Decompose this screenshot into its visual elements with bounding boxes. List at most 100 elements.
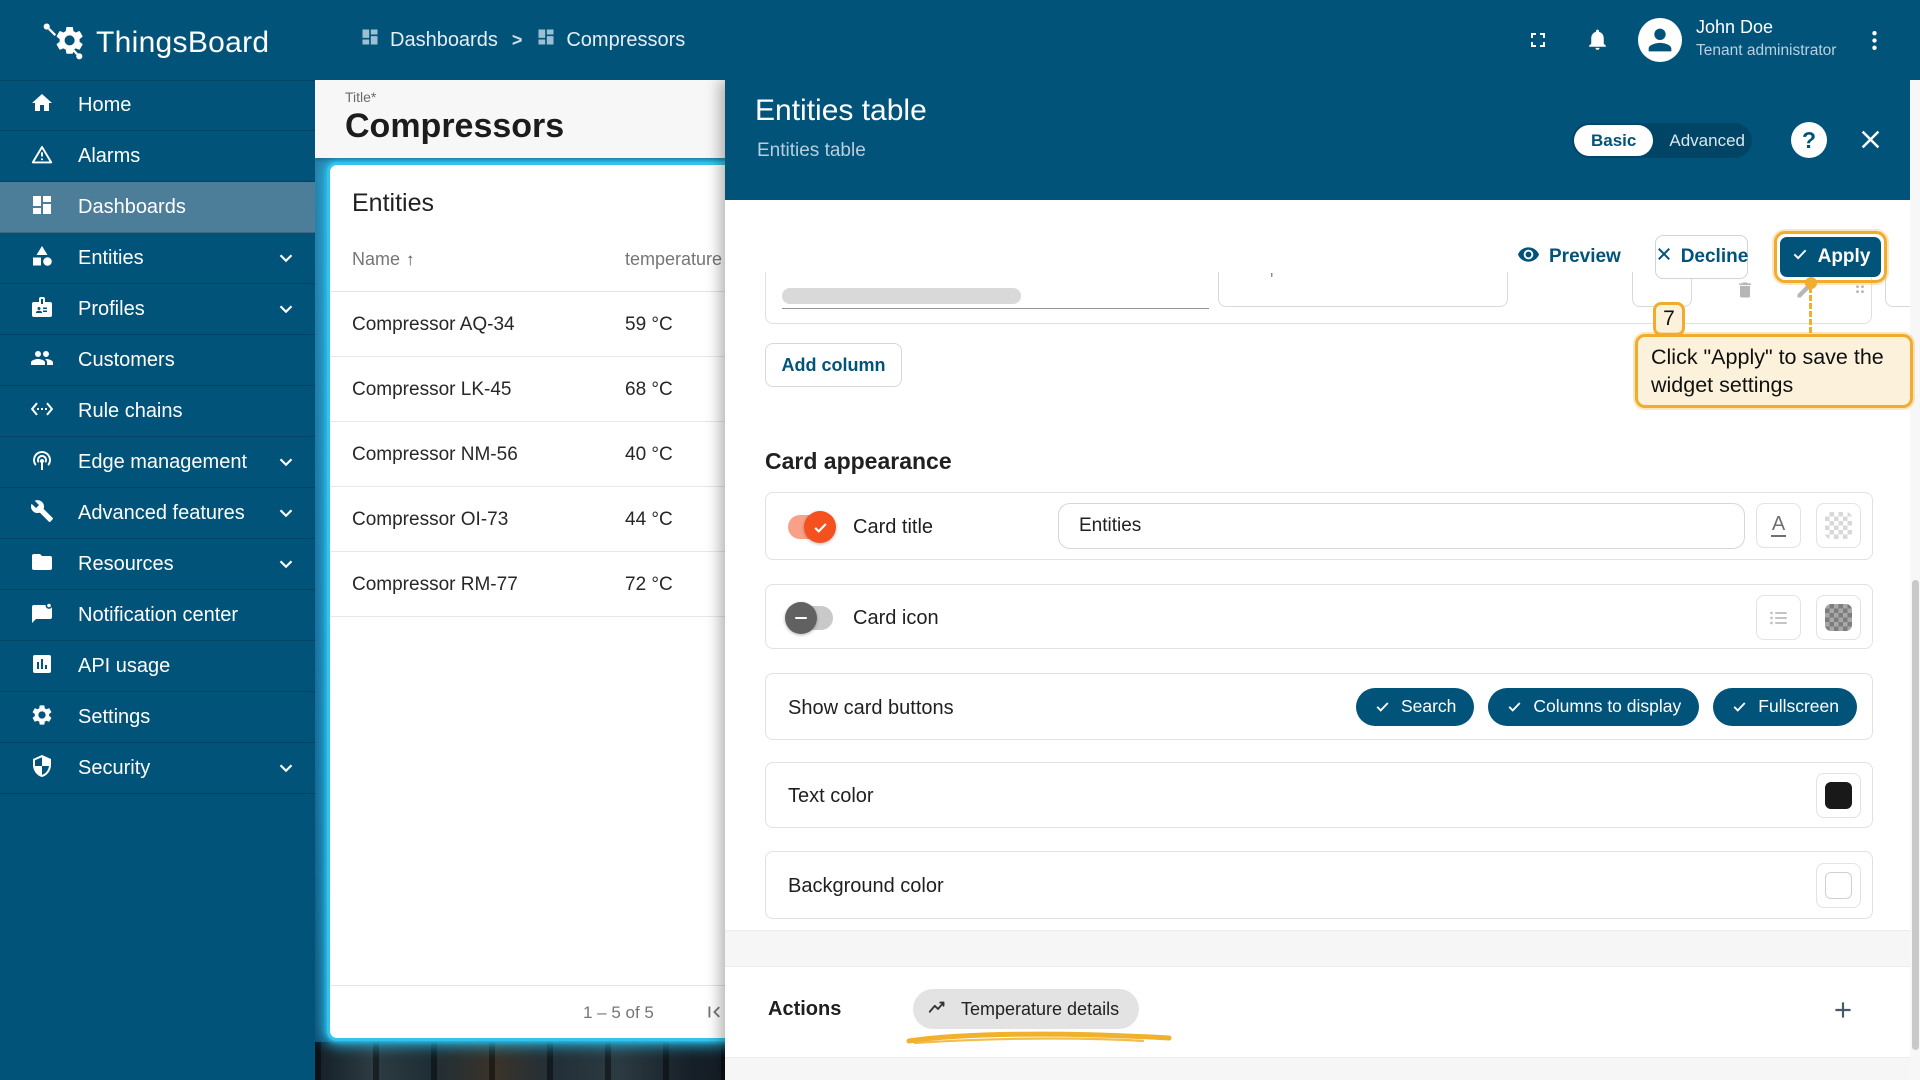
pagination-first-page-icon[interactable] bbox=[703, 1001, 725, 1028]
chip-search[interactable]: Search bbox=[1355, 687, 1475, 726]
card-title-toggle[interactable] bbox=[788, 511, 836, 543]
check-icon bbox=[1508, 702, 1521, 712]
sidebar-item-notification-center[interactable]: Notification center bbox=[0, 590, 315, 641]
column-header-temperature[interactable]: temperature bbox=[625, 249, 723, 269]
column-small-button[interactable] bbox=[1885, 272, 1912, 307]
text-color-swatch-button[interactable] bbox=[1816, 773, 1861, 818]
toggle-advanced[interactable]: Advanced bbox=[1669, 130, 1745, 150]
text-color-label: Text color bbox=[788, 785, 874, 807]
cell-temperature: 59 °C bbox=[625, 314, 673, 335]
chevron-down-icon bbox=[275, 553, 297, 580]
column-drag-pill[interactable] bbox=[782, 288, 1021, 304]
apply-tutorial-highlight: Apply bbox=[1774, 231, 1887, 283]
antenna-icon bbox=[30, 448, 54, 477]
icon-list-button[interactable] bbox=[1756, 595, 1801, 640]
check-icon bbox=[1733, 702, 1746, 712]
decline-button[interactable]: Decline bbox=[1655, 235, 1748, 279]
icon-color-button[interactable] bbox=[1816, 595, 1861, 640]
notifications-bell-icon[interactable] bbox=[1585, 27, 1610, 57]
table-row[interactable]: Compressor OI-73 44 °C bbox=[330, 487, 725, 552]
sidebar-item-security[interactable]: Security bbox=[0, 743, 315, 794]
dashboards-icon bbox=[30, 193, 54, 222]
preview-button[interactable]: Preview bbox=[1517, 235, 1621, 279]
chip-fullscreen[interactable]: Fullscreen bbox=[1713, 687, 1857, 726]
dashboard-title-value: Compressors bbox=[345, 107, 565, 145]
sidebar-item-settings[interactable]: Settings bbox=[0, 692, 315, 743]
entities-table-widget[interactable]: Entities Name ↑ temperature Compressor AQ… bbox=[327, 162, 725, 1041]
column-field-underline bbox=[782, 308, 1209, 309]
drag-handle-icon[interactable] bbox=[1850, 280, 1870, 305]
pagination-divider bbox=[330, 985, 725, 986]
action-chip-temperature-details[interactable]: Temperature details bbox=[913, 989, 1140, 1029]
sidebar-item-entities[interactable]: Entities bbox=[0, 233, 315, 284]
sidebar-item-home[interactable]: Home bbox=[0, 80, 315, 131]
apply-button[interactable]: Apply bbox=[1780, 237, 1881, 277]
background-color-swatch-button[interactable] bbox=[1816, 863, 1861, 908]
gear-icon bbox=[30, 703, 54, 732]
edit-icon[interactable] bbox=[1795, 280, 1815, 305]
trash-icon[interactable] bbox=[1735, 280, 1755, 305]
fullscreen-icon[interactable] bbox=[1526, 28, 1550, 57]
table-row[interactable]: Compressor LK-45 68 °C bbox=[330, 357, 725, 422]
cell-temperature: 68 °C bbox=[625, 379, 673, 400]
cell-temperature: 72 °C bbox=[625, 574, 673, 595]
widget-settings-panel: Entities table Entities table Basic Adva… bbox=[725, 80, 1920, 1080]
column-row-container bbox=[765, 272, 1872, 324]
table-row[interactable]: Compressor AQ-34 59 °C bbox=[330, 292, 725, 357]
background-color-label: Background color bbox=[788, 875, 944, 897]
show-card-buttons-label: Show card buttons bbox=[788, 697, 954, 719]
check-icon bbox=[1376, 702, 1389, 712]
basic-advanced-toggle: Basic Advanced bbox=[1572, 123, 1752, 158]
card-title-label: Card title bbox=[853, 516, 934, 538]
thingsboard-logo[interactable]: ThingsBoard bbox=[40, 17, 269, 68]
scrolled-columns-row: ' bbox=[765, 272, 1912, 324]
panel-scrollbar[interactable] bbox=[1912, 580, 1919, 1050]
sidebar-item-rule-chains[interactable]: Rule chains bbox=[0, 386, 315, 437]
table-row[interactable]: Compressor RM-77 72 °C bbox=[330, 552, 725, 617]
card-title-row: Card title A bbox=[765, 492, 1873, 560]
font-icon: A bbox=[1770, 513, 1787, 537]
sidebar-item-alarms[interactable]: Alarms bbox=[0, 131, 315, 182]
dashboard-title-card[interactable]: Title* Compressors bbox=[315, 80, 725, 158]
avatar[interactable] bbox=[1638, 18, 1682, 62]
breadcrumb-compressors[interactable]: Compressors bbox=[536, 27, 685, 53]
pagination-range: 1 – 5 of 5 bbox=[583, 1003, 654, 1022]
section-divider bbox=[725, 930, 1920, 967]
toggle-basic[interactable]: Basic bbox=[1574, 125, 1654, 156]
sidebar-item-api-usage[interactable]: API usage bbox=[0, 641, 315, 692]
sidebar-item-advanced-features[interactable]: Advanced features bbox=[0, 488, 315, 539]
font-settings-button[interactable]: A bbox=[1756, 503, 1801, 548]
black-color-swatch bbox=[1825, 782, 1852, 809]
add-column-button[interactable]: Add column bbox=[765, 343, 902, 387]
card-icon-toggle[interactable] bbox=[785, 602, 833, 634]
white-color-swatch bbox=[1825, 872, 1852, 899]
widget-title: Entities bbox=[352, 189, 434, 217]
cell-name: Compressor RM-77 bbox=[352, 574, 518, 595]
transparent-color-swatch bbox=[1825, 512, 1852, 539]
sidebar-item-profiles[interactable]: Profiles bbox=[0, 284, 315, 335]
rule-chains-icon bbox=[30, 397, 54, 426]
sidebar-item-resources[interactable]: Resources bbox=[0, 539, 315, 590]
column-type-select[interactable] bbox=[1218, 272, 1508, 307]
chevron-down-icon bbox=[275, 298, 297, 325]
eye-icon bbox=[1517, 243, 1540, 272]
dashboard-background-photo bbox=[315, 1042, 725, 1080]
close-icon[interactable] bbox=[1857, 126, 1884, 158]
table-row[interactable]: Compressor NM-56 40 °C bbox=[330, 422, 725, 487]
chip-columns-to-display[interactable]: Columns to display bbox=[1488, 687, 1700, 726]
user-role: Tenant administrator bbox=[1696, 42, 1837, 59]
panel-title: Entities table bbox=[755, 94, 927, 127]
sidebar-item-dashboards[interactable]: Dashboards bbox=[0, 182, 315, 233]
toggle-dash-icon bbox=[785, 602, 817, 634]
sidebar-item-edge-management[interactable]: Edge management bbox=[0, 437, 315, 488]
add-action-button[interactable] bbox=[1825, 992, 1861, 1028]
title-color-button[interactable] bbox=[1816, 503, 1861, 548]
column-header-name[interactable]: Name ↑ bbox=[352, 249, 415, 269]
sidebar-item-customers[interactable]: Customers bbox=[0, 335, 315, 386]
card-title-input[interactable] bbox=[1058, 503, 1745, 549]
breadcrumb-dashboards[interactable]: Dashboards bbox=[360, 27, 498, 53]
more-menu-icon[interactable] bbox=[1862, 28, 1887, 58]
help-button[interactable]: ? bbox=[1791, 122, 1827, 158]
text-color-row: Text color bbox=[765, 762, 1873, 828]
